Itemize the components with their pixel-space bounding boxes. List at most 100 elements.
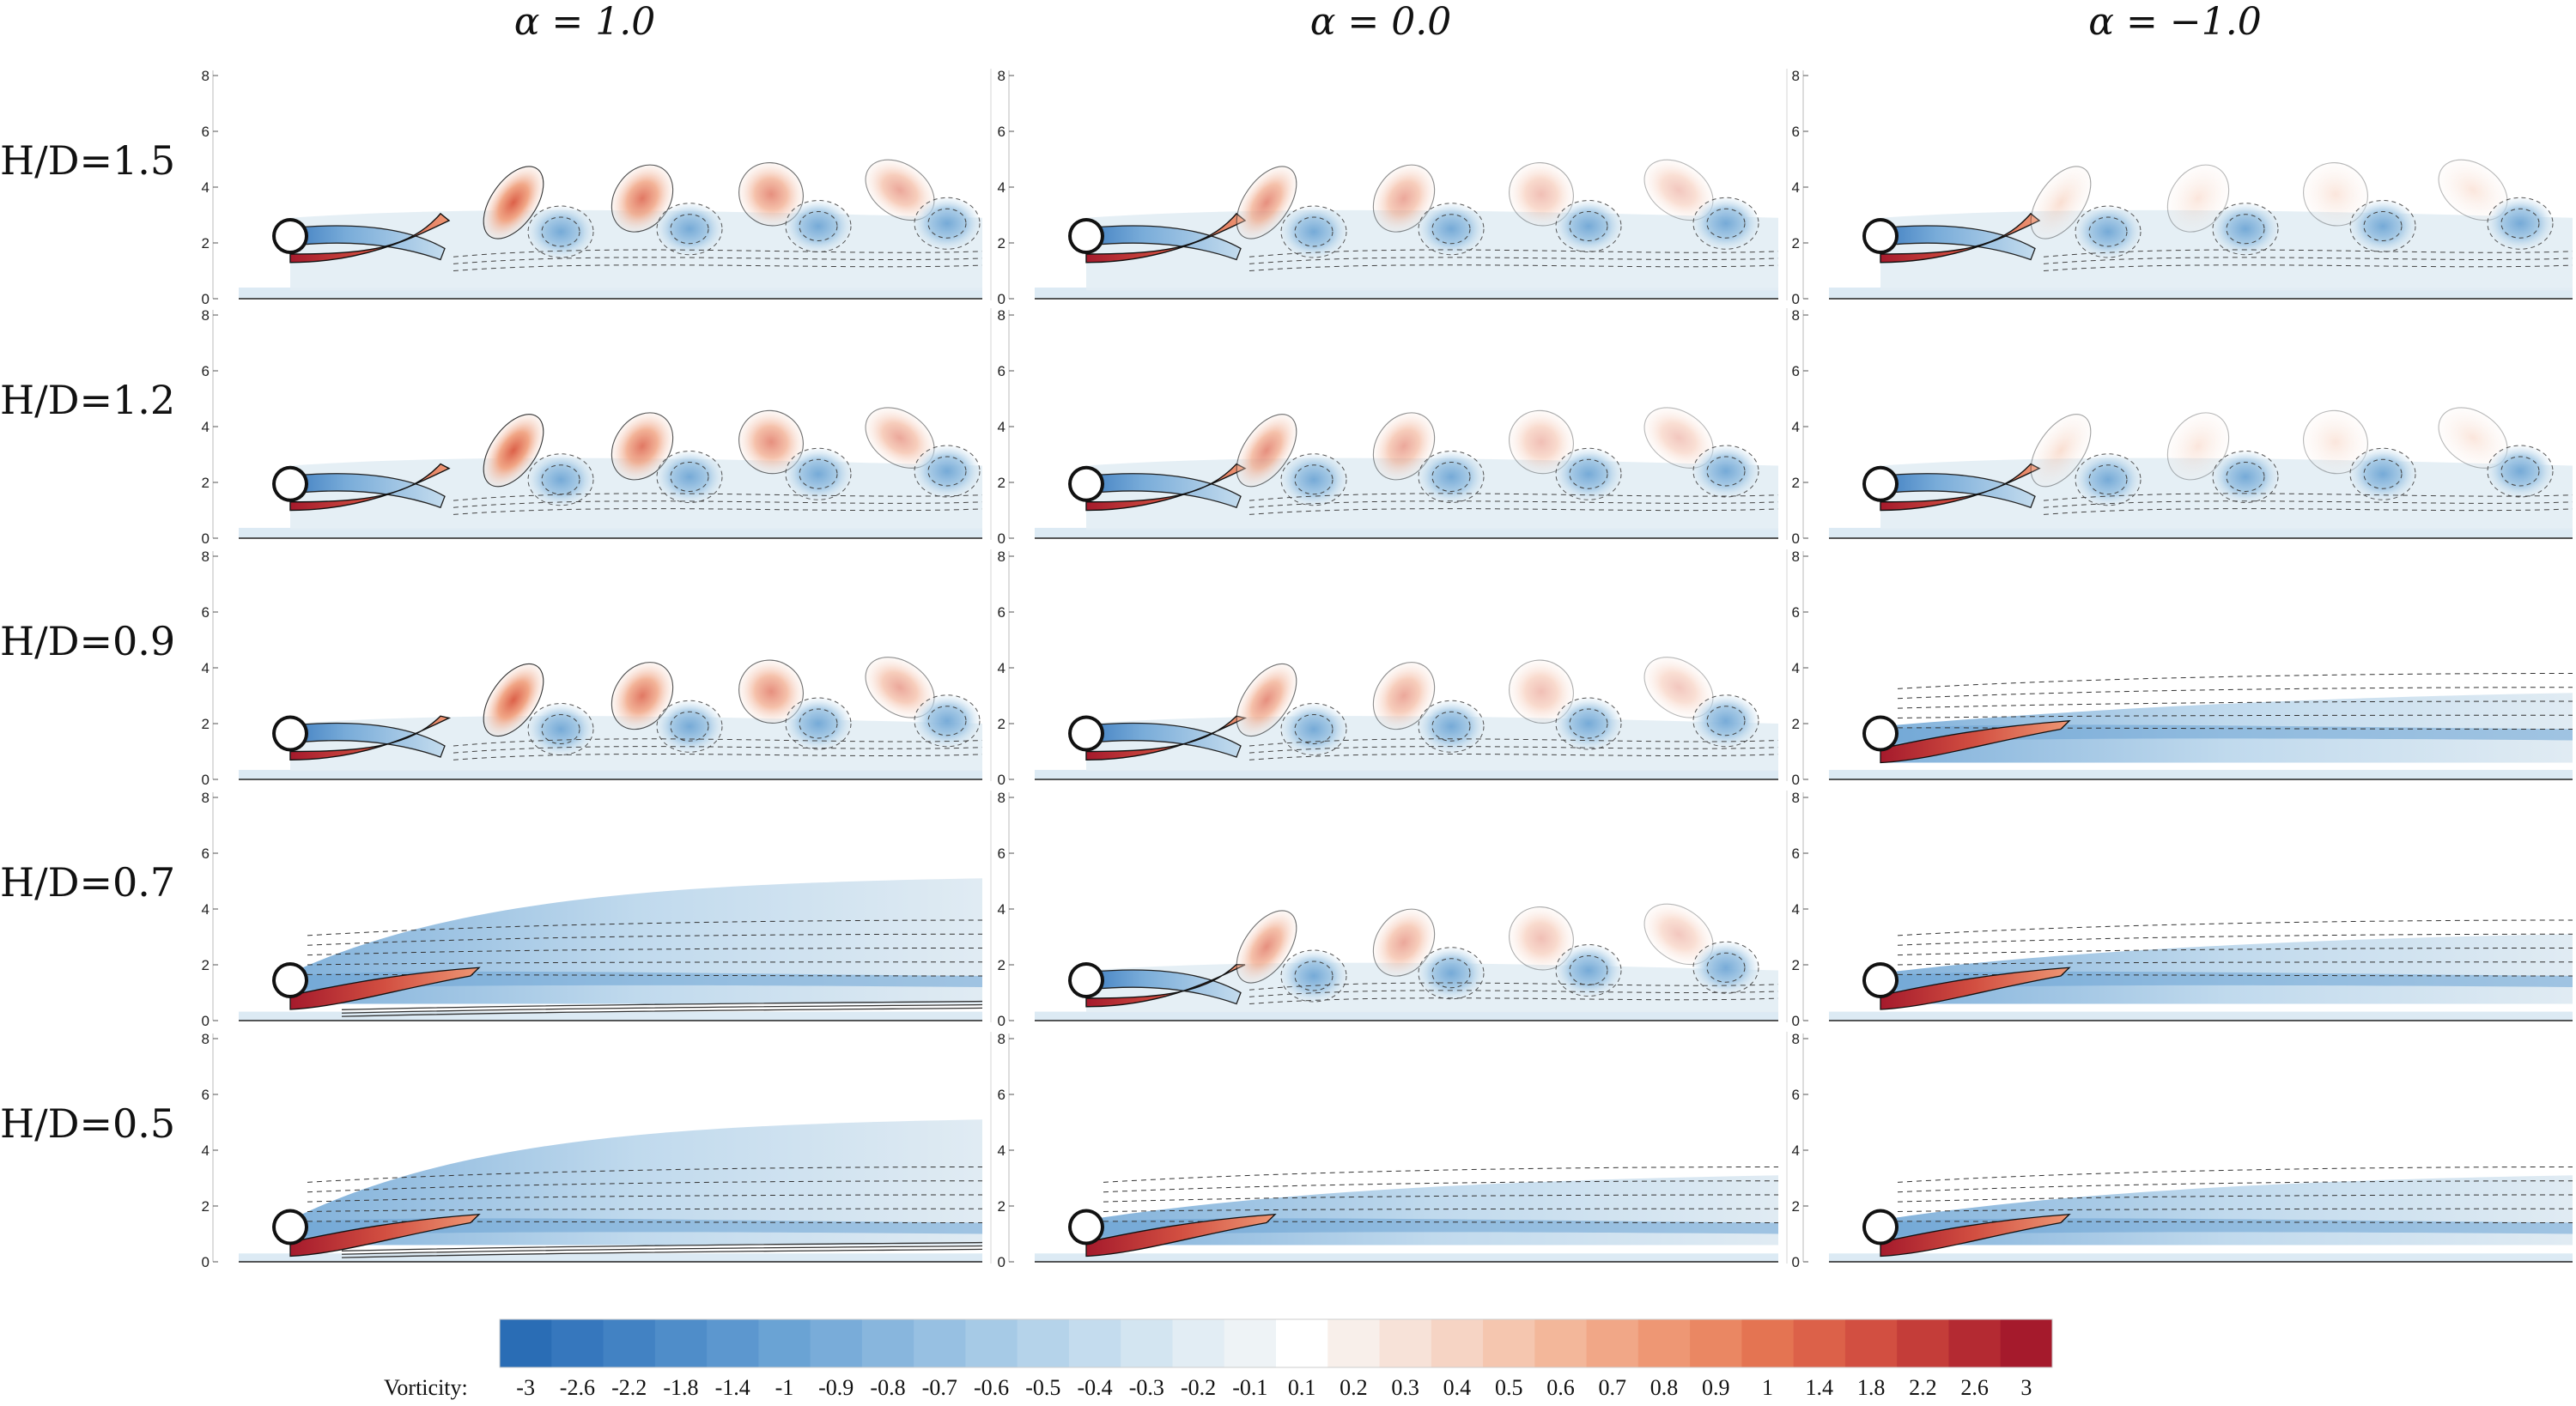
flow-panel: 0 2 4 6 8: [1792, 1031, 2573, 1270]
row-label-gap-ratio: H/D=0.5: [0, 1100, 176, 1147]
flow-panel: 0 2 4 6 8: [202, 790, 992, 1029]
colorbar-tick-label: 0.5: [1494, 1375, 1523, 1400]
colorbar-tick-label: -1.8: [663, 1375, 699, 1400]
colorbar-swatch: [1741, 1319, 1795, 1367]
y-tick-label: 8: [202, 1031, 210, 1047]
colorbar-tick-label: -0.2: [1181, 1375, 1217, 1400]
colorbar-tick-label: 1.4: [1805, 1375, 1834, 1400]
y-tick-label: 6: [998, 124, 1005, 140]
colorbar-swatch: [1327, 1319, 1381, 1367]
y-tick-label: 0: [1792, 530, 1800, 547]
y-tick-label: 8: [998, 68, 1005, 84]
y-tick-label: 8: [1792, 790, 1800, 806]
colorbar-tick-label: -3: [516, 1375, 535, 1400]
row-label-gap-ratio: H/D=0.7: [0, 858, 176, 906]
colorbar-tick-label: 0.8: [1649, 1375, 1679, 1400]
colorbar-tick-label: -0.5: [1025, 1375, 1061, 1400]
y-tick-label: 6: [998, 1087, 1005, 1103]
colorbar-swatch: [1224, 1319, 1277, 1367]
y-tick-label: 4: [1792, 419, 1800, 435]
cylinder: [1072, 221, 1101, 251]
y-tick-label: 0: [202, 1254, 210, 1270]
y-tick-label: 6: [202, 363, 210, 379]
flow-panel: 0 2 4 6 8: [202, 548, 992, 788]
y-tick-label: 0: [202, 772, 210, 788]
colorbar-tick-label: -1: [775, 1375, 794, 1400]
y-tick-label: 4: [998, 1142, 1005, 1159]
y-tick-label: 8: [202, 307, 210, 324]
colorbar-swatch: [1690, 1319, 1742, 1367]
row-label-gap-ratio: H/D=1.2: [0, 376, 176, 423]
flow-panel: 0 2 4 6 8: [202, 307, 992, 547]
y-tick-label: 2: [1792, 1198, 1800, 1215]
y-tick-label: 0: [998, 530, 1005, 547]
colorbar-swatch: [914, 1319, 966, 1367]
y-tick-label: 2: [1792, 957, 1800, 973]
colorbar-title: Vorticity:: [384, 1375, 468, 1400]
colorbar-swatch: [758, 1319, 811, 1367]
y-tick-label: 6: [202, 124, 210, 140]
y-tick-label: 8: [998, 307, 1005, 324]
colorbar-swatch: [1068, 1319, 1121, 1367]
cylinder: [1866, 469, 1895, 499]
y-tick-label: 4: [1792, 660, 1800, 676]
colorbar-tick-label: -0.7: [921, 1375, 957, 1400]
column-title-alpha: α = −1.0: [2088, 0, 2262, 44]
colorbar-swatch: [1948, 1319, 2002, 1367]
colorbar-tick-label: 0.6: [1546, 1375, 1575, 1400]
colorbar-tick-label: 3: [2020, 1375, 2032, 1400]
colorbar-swatch: [965, 1319, 1018, 1367]
cylinder: [1072, 469, 1101, 499]
colorbar-tick-label: -2.2: [611, 1375, 647, 1400]
cylinder: [276, 718, 305, 748]
colorbar-tick-label: 1: [1762, 1375, 1774, 1400]
colorbar-tick-label: 0.2: [1340, 1375, 1368, 1400]
colorbar-tick-label: -0.8: [870, 1375, 906, 1400]
vorticity-colorbar: [499, 1318, 2053, 1368]
y-tick-label: 6: [202, 845, 210, 862]
column-title-alpha: α = 1.0: [513, 0, 656, 44]
cylinder: [276, 221, 305, 251]
colorbar-tick-label: 2.2: [1909, 1375, 1937, 1400]
flow-panel: 0 2 4 6 8: [998, 548, 1788, 788]
y-tick-label: 8: [998, 548, 1005, 565]
colorbar-tick-label: 0.3: [1391, 1375, 1419, 1400]
y-tick-label: 0: [1792, 1254, 1800, 1270]
colorbar-swatch: [1897, 1319, 1949, 1367]
y-tick-label: 6: [1792, 363, 1800, 379]
colorbar-swatch: [1431, 1319, 1484, 1367]
y-tick-label: 4: [1792, 901, 1800, 918]
colorbar-swatch: [603, 1319, 656, 1367]
y-tick-label: 0: [998, 291, 1005, 307]
y-tick-label: 8: [1792, 68, 1800, 84]
cylinder: [1072, 1212, 1101, 1242]
y-tick-label: 4: [1792, 179, 1800, 196]
y-tick-label: 0: [202, 1013, 210, 1029]
y-tick-label: 6: [998, 363, 1005, 379]
y-tick-label: 4: [998, 660, 1005, 676]
colorbar-swatch: [500, 1319, 552, 1367]
colorbar-tick-label: 2.6: [1960, 1375, 1989, 1400]
colorbar-swatch: [1637, 1319, 1691, 1367]
colorbar-swatch: [1121, 1319, 1173, 1367]
colorbar-tick-label: -0.3: [1128, 1375, 1164, 1400]
colorbar-swatch: [1276, 1319, 1328, 1367]
cylinder: [1866, 966, 1895, 995]
colorbar-tick-label: 1.8: [1856, 1375, 1886, 1400]
column-title-alpha: α = 0.0: [1309, 0, 1452, 44]
y-tick-label: 2: [1792, 235, 1800, 252]
y-tick-label: 4: [998, 179, 1005, 196]
y-tick-label: 0: [1792, 291, 1800, 307]
y-tick-label: 8: [202, 548, 210, 565]
y-tick-label: 2: [1792, 475, 1800, 491]
flow-panel: 0 2 4 6 8: [1792, 548, 2573, 788]
colorbar-swatch: [1172, 1319, 1225, 1367]
y-tick-label: 2: [998, 957, 1005, 973]
cylinder: [276, 1212, 305, 1242]
colorbar-tick-label: 0.4: [1443, 1375, 1472, 1400]
flow-panel: 0 2 4 6 8: [1792, 790, 2573, 1029]
y-tick-label: 4: [1792, 1142, 1800, 1159]
colorbar-tick-label: -0.1: [1232, 1375, 1268, 1400]
cylinder: [276, 966, 305, 995]
colorbar-tick-label: 0.1: [1287, 1375, 1316, 1400]
